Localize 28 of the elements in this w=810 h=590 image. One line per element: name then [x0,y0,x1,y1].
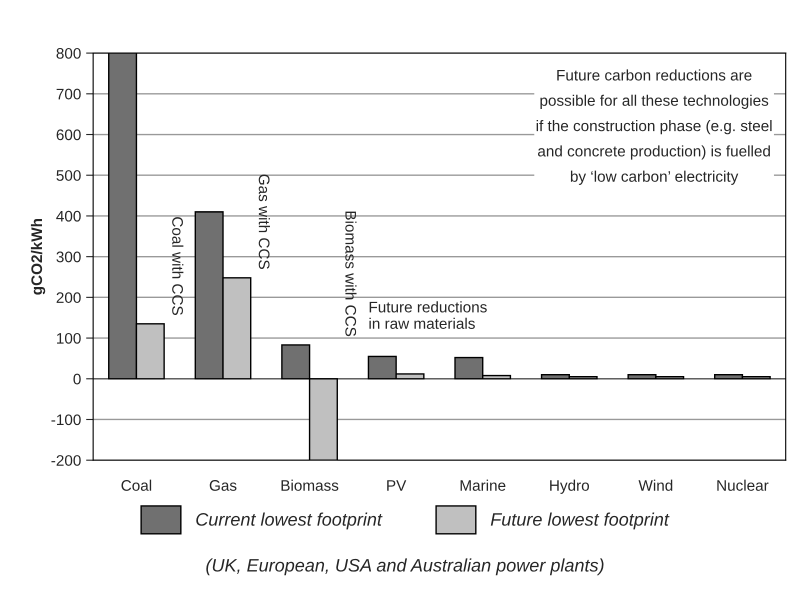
x-tick-label: Coal [122,480,152,491]
annotation: Biomass with CCS [345,212,357,336]
x-tick-label: Hydro [550,480,590,494]
y-tick-label: 100 [57,332,81,344]
y-tick-label: 0 [73,374,81,384]
y-tick-label: 800 [56,48,81,59]
y-tick-label: 300 [56,252,81,262]
annotation: Gas with CCS [258,174,270,269]
x-tick-label: Wind [638,480,672,491]
x-tick-label: Marine [460,480,506,491]
annotation: Future reductions in raw materials [369,301,487,329]
y-axis-title: gCO2/kWh [30,218,46,295]
y-tick-label: 600 [56,129,81,140]
x-tick-label: Gas [210,480,236,491]
legend-label: Current lowest footprint [196,512,383,530]
y-tick-label: 400 [56,210,81,222]
x-tick-label: Biomass [282,480,338,491]
legend-label: Future lowest footprint [490,512,670,530]
y-tick-label: 700 [56,88,81,100]
y-tick-label: -100 [51,414,81,426]
annotation: Coal with CCS [172,217,184,315]
annotation: Future carbon reductions are possible for all these technologies if the construction phase (e.g. steel and concrete production) is fuelled by ‘low carbon’ electricity [536,69,772,185]
x-tick-label: PV [387,480,406,491]
y-tick-label: -200 [51,455,81,466]
text: (UK, European, USA and Australian power plants) [206,558,604,576]
y-tick-label: 500 [56,170,81,181]
x-tick-label: Nuclear [717,480,768,491]
y-tick-label: 200 [56,292,81,304]
